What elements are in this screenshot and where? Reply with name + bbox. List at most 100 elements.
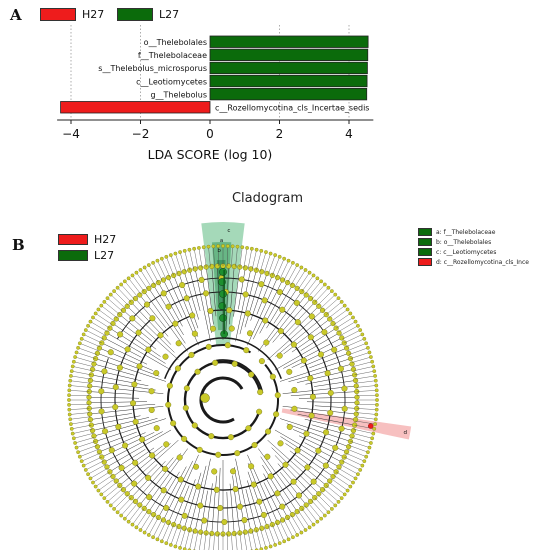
- leaf-node: [94, 350, 101, 356]
- node: [327, 409, 334, 416]
- node: [195, 483, 202, 490]
- branch-spoke: [163, 460, 193, 521]
- leaf-node: [248, 528, 254, 534]
- leaf-node: [164, 541, 169, 546]
- branch-spoke: [198, 247, 203, 268]
- branch-spoke: [95, 475, 113, 487]
- branch-spoke: [203, 247, 207, 268]
- leaf-node: [352, 377, 359, 384]
- leaf-node: [336, 464, 342, 470]
- node: [157, 332, 164, 339]
- leaf-node: [343, 345, 350, 351]
- l27-swatch: [58, 250, 88, 261]
- branch-spoke: [314, 287, 329, 303]
- node: [294, 447, 301, 454]
- node: [261, 297, 268, 304]
- branch-spoke: [355, 375, 376, 380]
- branch-spoke: [73, 361, 94, 367]
- branch-spoke: [89, 391, 132, 395]
- branch-spoke: [175, 253, 182, 273]
- x-tick-label: 4: [345, 127, 353, 141]
- leaf-node: [203, 264, 209, 270]
- branch-spoke: [97, 431, 137, 447]
- leaf-node: [264, 523, 270, 530]
- leaf-node: [165, 274, 172, 281]
- branch-spoke: [253, 279, 283, 340]
- cladogram: ab c d: [67, 222, 412, 550]
- node: [279, 306, 286, 313]
- bar-label: c__Leotiomycetes: [136, 77, 207, 86]
- side-legend-item: c: c__Leotiomycetes: [418, 247, 529, 257]
- branch-spoke: [252, 249, 257, 270]
- leaf-node: [96, 307, 101, 312]
- branch-spoke: [208, 533, 211, 550]
- leaf-node: [315, 276, 320, 281]
- leaf-node: [105, 499, 110, 504]
- branch-spoke: [163, 279, 183, 318]
- branch-spoke: [306, 401, 357, 404]
- node: [163, 441, 170, 448]
- leaf-node: [88, 476, 93, 481]
- leaf-node: [354, 394, 360, 400]
- branch-spoke: [291, 342, 345, 368]
- node: [308, 412, 315, 419]
- node: [170, 420, 177, 427]
- branch-spoke: [294, 513, 306, 531]
- leaf-node: [333, 325, 339, 331]
- leaf-node: [159, 256, 164, 261]
- branch-spoke: [272, 524, 280, 544]
- branch-spoke: [91, 374, 149, 387]
- node: [124, 346, 131, 353]
- leaf-node: [319, 487, 326, 493]
- h27-swatch: [40, 8, 76, 21]
- branch-spoke: [78, 347, 97, 355]
- leaf-node: [83, 468, 88, 472]
- node: [232, 486, 239, 493]
- branch-spoke: [90, 468, 108, 479]
- enriched-node: [368, 423, 374, 429]
- leaf-node: [311, 522, 316, 527]
- leaf-node: [316, 491, 322, 497]
- branch-spoke: [275, 314, 327, 357]
- node: [98, 388, 105, 395]
- branch-spoke: [300, 327, 337, 351]
- leaf-node: [336, 330, 342, 336]
- leaf-node: [96, 488, 101, 493]
- node: [338, 425, 345, 432]
- leaf-node: [87, 416, 94, 423]
- legend-swatch: [418, 258, 432, 266]
- leaf-node: [76, 450, 80, 455]
- branch-spoke: [127, 306, 175, 353]
- branch-spoke: [231, 533, 233, 550]
- branch-spoke: [104, 485, 120, 499]
- branch-spoke: [121, 284, 135, 300]
- node: [291, 405, 298, 412]
- branch-spoke: [301, 508, 314, 525]
- h27-swatch: [58, 234, 88, 245]
- node: [208, 433, 215, 440]
- branch-spoke: [144, 267, 155, 285]
- branch-spoke: [72, 429, 93, 434]
- leaf-node: [259, 547, 264, 550]
- branch-spoke: [304, 505, 318, 522]
- leaf-node: [322, 513, 327, 518]
- node: [293, 299, 300, 306]
- node: [101, 368, 108, 375]
- leaf-node: [115, 510, 120, 515]
- node: [286, 423, 293, 430]
- leaf-node: [240, 245, 245, 250]
- branch-spoke: [247, 248, 253, 269]
- branch-spoke: [89, 396, 140, 399]
- leaf-node: [89, 427, 96, 434]
- leaf-node: [254, 247, 259, 252]
- branch-spoke: [217, 266, 220, 309]
- lda-legend-l27: L27: [117, 8, 179, 21]
- cladogram-side-legend: a: f__Thelebolaceae b: o__Thelebolales c…: [418, 227, 529, 267]
- leaf-node: [348, 484, 353, 489]
- node: [258, 358, 265, 365]
- node: [234, 450, 241, 457]
- leaf-node: [264, 270, 270, 277]
- branch-spoke: [338, 468, 356, 479]
- branch-spoke: [279, 358, 351, 382]
- branch-spoke: [256, 275, 273, 315]
